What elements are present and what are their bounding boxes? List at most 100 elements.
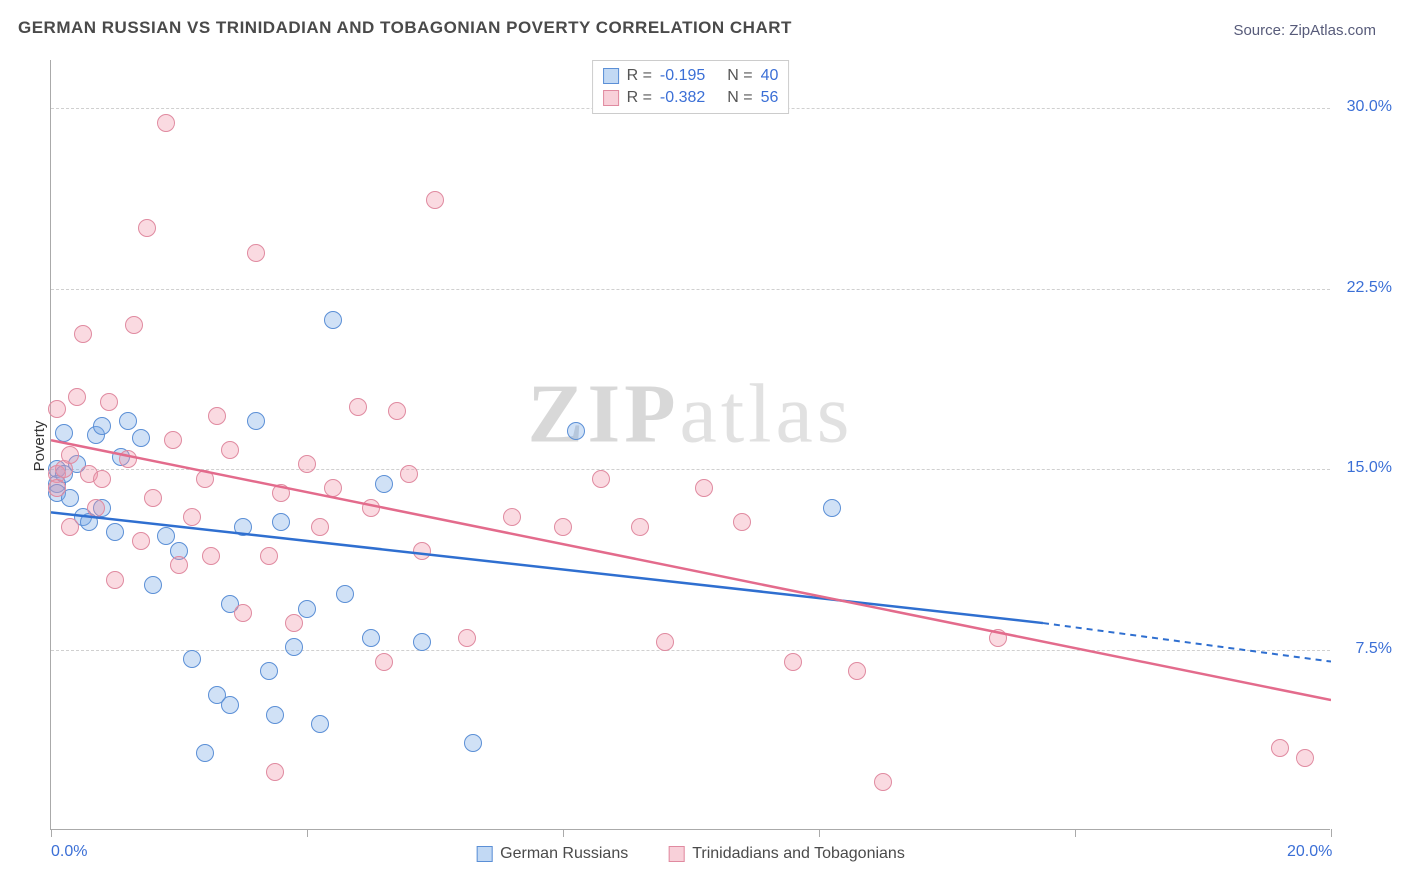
n-value: 56 <box>761 87 779 109</box>
data-point <box>298 455 316 473</box>
data-point <box>247 244 265 262</box>
data-point <box>413 542 431 560</box>
data-point <box>464 734 482 752</box>
data-point <box>426 191 444 209</box>
data-point <box>733 513 751 531</box>
data-point <box>48 479 66 497</box>
trend-line <box>51 512 1043 623</box>
legend-stats-row: R = -0.195 N = 40 <box>603 65 779 87</box>
x-tick <box>819 829 820 837</box>
data-point <box>119 412 137 430</box>
gridline <box>51 469 1330 470</box>
watermark: ZIPatlas <box>528 365 854 462</box>
legend-series: German Russians Trinidadians and Tobagon… <box>476 845 905 863</box>
data-point <box>260 662 278 680</box>
data-point <box>631 518 649 536</box>
data-point <box>362 629 380 647</box>
r-label: R = <box>627 65 652 87</box>
x-tick <box>563 829 564 837</box>
y-tick-label: 15.0% <box>1347 459 1392 477</box>
x-tick <box>307 829 308 837</box>
watermark-zip: ZIP <box>528 367 680 460</box>
data-point <box>260 547 278 565</box>
data-point <box>125 316 143 334</box>
data-point <box>285 614 303 632</box>
legend-item: Trinidadians and Tobagonians <box>668 845 905 863</box>
data-point <box>132 429 150 447</box>
legend-label: German Russians <box>500 845 628 863</box>
data-point <box>74 325 92 343</box>
data-point <box>61 446 79 464</box>
data-point <box>1271 739 1289 757</box>
data-point <box>183 650 201 668</box>
data-point <box>247 412 265 430</box>
swatch-pink <box>668 846 684 862</box>
data-point <box>87 499 105 517</box>
y-tick-label: 7.5% <box>1356 640 1392 658</box>
trend-line <box>51 440 1331 700</box>
data-point <box>311 518 329 536</box>
data-point <box>848 662 866 680</box>
data-point <box>138 219 156 237</box>
n-label: N = <box>727 87 752 109</box>
data-point <box>208 407 226 425</box>
legend-label: Trinidadians and Tobagonians <box>692 845 905 863</box>
y-axis-label: Poverty <box>31 421 48 472</box>
legend-item: German Russians <box>476 845 628 863</box>
data-point <box>202 547 220 565</box>
data-point <box>272 513 290 531</box>
data-point <box>823 499 841 517</box>
data-point <box>106 523 124 541</box>
watermark-atlas: atlas <box>680 367 854 460</box>
data-point <box>55 424 73 442</box>
data-point <box>221 696 239 714</box>
data-point <box>157 527 175 545</box>
data-point <box>874 773 892 791</box>
data-point <box>196 744 214 762</box>
data-point <box>695 479 713 497</box>
gridline <box>51 650 1330 651</box>
r-label: R = <box>627 87 652 109</box>
data-point <box>196 470 214 488</box>
data-point <box>164 431 182 449</box>
data-point <box>266 706 284 724</box>
data-point <box>100 393 118 411</box>
data-point <box>567 422 585 440</box>
data-point <box>311 715 329 733</box>
y-tick-label: 30.0% <box>1347 98 1392 116</box>
trend-line-extrapolated <box>1043 623 1331 662</box>
data-point <box>221 441 239 459</box>
x-tick <box>1331 829 1332 837</box>
gridline <box>51 289 1330 290</box>
swatch-blue <box>476 846 492 862</box>
data-point <box>554 518 572 536</box>
data-point <box>375 653 393 671</box>
swatch-pink <box>603 90 619 106</box>
data-point <box>144 489 162 507</box>
data-point <box>119 450 137 468</box>
data-point <box>93 470 111 488</box>
r-value: -0.195 <box>660 65 705 87</box>
data-point <box>61 518 79 536</box>
data-point <box>656 633 674 651</box>
data-point <box>1296 749 1314 767</box>
data-point <box>349 398 367 416</box>
data-point <box>324 311 342 329</box>
data-point <box>784 653 802 671</box>
data-point <box>157 114 175 132</box>
data-point <box>272 484 290 502</box>
data-point <box>375 475 393 493</box>
data-point <box>458 629 476 647</box>
data-point <box>592 470 610 488</box>
data-point <box>298 600 316 618</box>
x-tick-label: 0.0% <box>51 843 87 861</box>
data-point <box>183 508 201 526</box>
data-point <box>989 629 1007 647</box>
data-point <box>388 402 406 420</box>
data-point <box>48 400 66 418</box>
data-point <box>413 633 431 651</box>
data-point <box>106 571 124 589</box>
data-point <box>93 417 111 435</box>
data-point <box>234 604 252 622</box>
x-tick-label: 20.0% <box>1287 843 1332 861</box>
